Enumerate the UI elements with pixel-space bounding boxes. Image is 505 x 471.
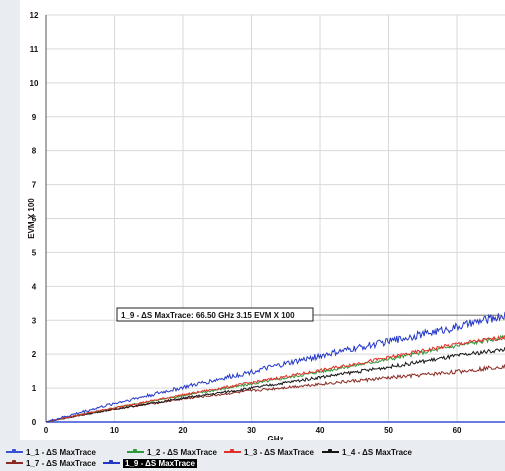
series-line-1-9 bbox=[46, 311, 505, 423]
y-tick-label: 11 bbox=[30, 45, 39, 54]
y-tick-label: 10 bbox=[30, 79, 39, 88]
series-line-1-4 bbox=[45, 346, 505, 423]
x-tick-label: 10 bbox=[110, 426, 119, 435]
x-tick-label: 20 bbox=[179, 426, 188, 435]
legend-label: 1_2 - ΔS MaxTrace bbox=[147, 447, 217, 457]
y-tick-label: 0 bbox=[32, 418, 37, 427]
legend-item-1-4[interactable]: 1_4 - ΔS MaxTrace bbox=[322, 447, 412, 457]
legend-label: 1_4 - ΔS MaxTrace bbox=[342, 447, 412, 457]
y-tick-label: 2 bbox=[32, 350, 37, 359]
legend-item-1-9[interactable]: 1_9 - ΔS MaxTrace bbox=[103, 458, 197, 468]
y-tick-label: 4 bbox=[32, 282, 37, 291]
y-tick-label: 1 bbox=[32, 384, 37, 393]
legend-item-1-3[interactable]: 1_3 - ΔS MaxTrace bbox=[224, 447, 314, 457]
series-line-1-3 bbox=[45, 334, 505, 423]
annotation-text: 1_9 - ΔS MaxTrace: 66.50 GHz 3.15 EVM X … bbox=[121, 311, 295, 320]
y-tick-label: 3 bbox=[32, 316, 37, 325]
x-tick-label: 50 bbox=[384, 426, 393, 435]
plot-panel: 0 1 2 3 4 5 6 7 8 9 10 11 12 0 10 20 30 40 50 60 GHz EVM X 10… bbox=[20, 0, 505, 440]
x-tick-label: 60 bbox=[453, 426, 462, 435]
series-line-1-7 bbox=[45, 364, 505, 423]
legend-swatch bbox=[103, 460, 120, 464]
legend-swatch bbox=[322, 449, 339, 453]
legend-swatch bbox=[224, 449, 241, 453]
y-axis-label: EVM X 100 bbox=[27, 198, 36, 239]
x-tick-label: 0 bbox=[44, 426, 49, 435]
legend-item-1-2[interactable]: 1_2 - ΔS MaxTrace bbox=[127, 447, 217, 457]
x-tick-label: 30 bbox=[247, 426, 256, 435]
x-tick-label: 40 bbox=[316, 426, 325, 435]
y-tick-label: 6 bbox=[32, 215, 37, 224]
y-tick-label: 12 bbox=[30, 11, 39, 20]
legend-label: 1_9 - ΔS MaxTrace bbox=[123, 458, 197, 468]
legend-swatch bbox=[6, 460, 23, 464]
y-tick-label: 5 bbox=[32, 248, 37, 257]
legend-item-1-1[interactable]: 1_1 - ΔS MaxTrace bbox=[6, 447, 96, 457]
annotation-box bbox=[116, 307, 314, 322]
y-tick-label: 7 bbox=[32, 181, 37, 190]
legend: 1_1 - ΔS MaxTrace 1_2 - ΔS MaxTrace 1_3 … bbox=[6, 447, 501, 471]
legend-swatch bbox=[127, 449, 144, 453]
legend-label: 1_1 - ΔS MaxTrace bbox=[26, 447, 96, 457]
legend-label: 1_7 - ΔS MaxTrace bbox=[26, 458, 96, 468]
y-tick-label: 9 bbox=[32, 113, 37, 122]
legend-label: 1_3 - ΔS MaxTrace bbox=[244, 447, 314, 457]
x-axis-label: GHz bbox=[268, 435, 284, 440]
y-tick-label: 8 bbox=[32, 147, 37, 156]
legend-item-1-7[interactable]: 1_7 - ΔS MaxTrace bbox=[6, 458, 96, 468]
legend-swatch bbox=[6, 449, 23, 453]
